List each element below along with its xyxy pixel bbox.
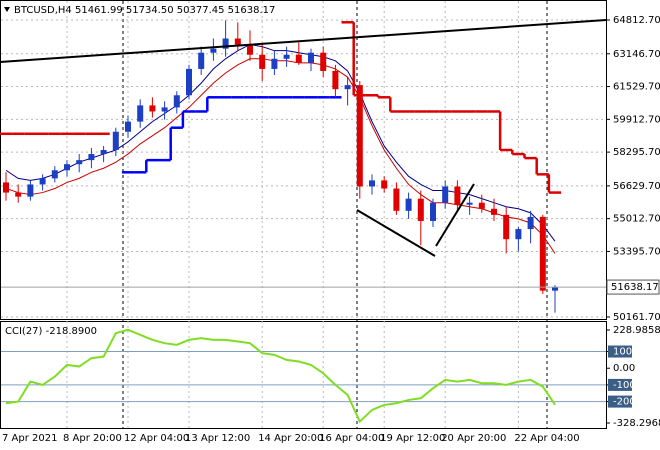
candle-body: [478, 202, 485, 209]
candle-body: [210, 48, 217, 53]
cci-line: [5, 328, 556, 424]
candle-body: [454, 186, 461, 205]
y-tick-label: -100: [613, 380, 636, 391]
candle-body: [515, 229, 522, 240]
candle-body: [15, 192, 22, 197]
candle-body: [430, 202, 436, 221]
candle-body: [527, 216, 534, 230]
candle-body: [369, 180, 375, 187]
y-tick-label: 58295.70: [613, 147, 660, 158]
last-price-label: 51638.17: [611, 282, 659, 293]
candle-body: [125, 121, 131, 132]
candle-body: [539, 216, 546, 291]
candle-body: [100, 149, 107, 155]
y-tick-label: 0.00: [613, 363, 635, 374]
x-tick-label: 20 Apr 20:00: [441, 433, 506, 444]
candle-body: [186, 68, 192, 96]
candle-body: [308, 52, 314, 63]
x-tick-label: 19 Apr 12:00: [380, 433, 445, 444]
main-frame: [0, 0, 607, 320]
candle-body: [64, 164, 70, 171]
level-box: [608, 378, 632, 391]
x-tick-label: 16 Apr 04:00: [319, 433, 384, 444]
chart-title: BTCUSD,H4 51461.99 51734.50 50377.45 516…: [14, 5, 275, 16]
y-tick-label: 59912.70: [613, 114, 660, 125]
candle-body: [320, 52, 327, 71]
candle-body: [405, 198, 412, 211]
y-tick-label: 63146.70: [613, 49, 660, 60]
y-tick-label: 61529.70: [613, 82, 660, 93]
level-box: [608, 395, 632, 408]
candle-body: [51, 170, 58, 179]
trendline: [0, 19, 607, 63]
y-tick-label: 55012.70: [613, 214, 660, 225]
candle-body: [234, 38, 241, 45]
trendline: [356, 209, 436, 257]
candle-body: [283, 54, 290, 59]
indicator-line: [5, 58, 556, 254]
y-tick-label: 53395.70: [613, 246, 660, 257]
x-tick-label: 8 Apr 20:00: [63, 433, 122, 444]
candle-body: [198, 52, 205, 69]
candle-body: [295, 54, 302, 63]
y-tick-label: 228.9858: [613, 325, 660, 336]
x-tick-label: 14 Apr 20:00: [258, 433, 323, 444]
indicator-line: [5, 44, 556, 242]
x-tick-label: 12 Apr 04:00: [124, 433, 189, 444]
candle-body: [88, 154, 95, 161]
candle-body: [344, 85, 351, 90]
cci-title: CCI(27) -218.8900: [5, 326, 97, 337]
y-tick-label: 100: [613, 347, 632, 358]
level-box: [608, 345, 632, 358]
candle-body: [503, 214, 510, 240]
candle-body: [356, 85, 363, 187]
symbol-marker: [4, 7, 10, 12]
candle-body: [222, 38, 229, 49]
candle-body: [161, 107, 168, 112]
candle-body: [259, 54, 266, 69]
candle-body: [332, 70, 339, 90]
y-tick-label: 50161.70: [613, 312, 660, 323]
candle-body: [27, 184, 34, 197]
candle-body: [3, 182, 9, 193]
candle-body: [271, 58, 278, 69]
candle-body: [76, 160, 83, 165]
candle-body: [491, 208, 497, 215]
candle-body: [247, 44, 253, 55]
candle-body: [149, 105, 156, 112]
x-tick-label: 7 Apr 2021: [2, 433, 57, 444]
x-tick-label: 22 Apr 04:00: [514, 433, 579, 444]
y-tick-label: -200: [613, 397, 636, 408]
candle-body: [417, 198, 424, 221]
candle-body: [552, 287, 558, 291]
candle-body: [112, 131, 119, 150]
candle-body: [173, 95, 180, 108]
cci-frame: [0, 321, 607, 429]
candle-body: [39, 178, 46, 185]
candle-body: [393, 188, 400, 211]
candle-body: [381, 180, 388, 189]
trendline: [435, 183, 475, 247]
x-tick-label: 13 Apr 12:00: [185, 433, 250, 444]
y-tick-label: -328.2968: [613, 418, 660, 429]
y-tick-label: 56629.70: [613, 181, 660, 192]
candle-body: [442, 186, 449, 203]
candle-body: [466, 202, 473, 205]
y-tick-label: 64812.70: [613, 15, 660, 26]
candle-body: [137, 105, 144, 122]
last-price-box: [606, 279, 660, 295]
